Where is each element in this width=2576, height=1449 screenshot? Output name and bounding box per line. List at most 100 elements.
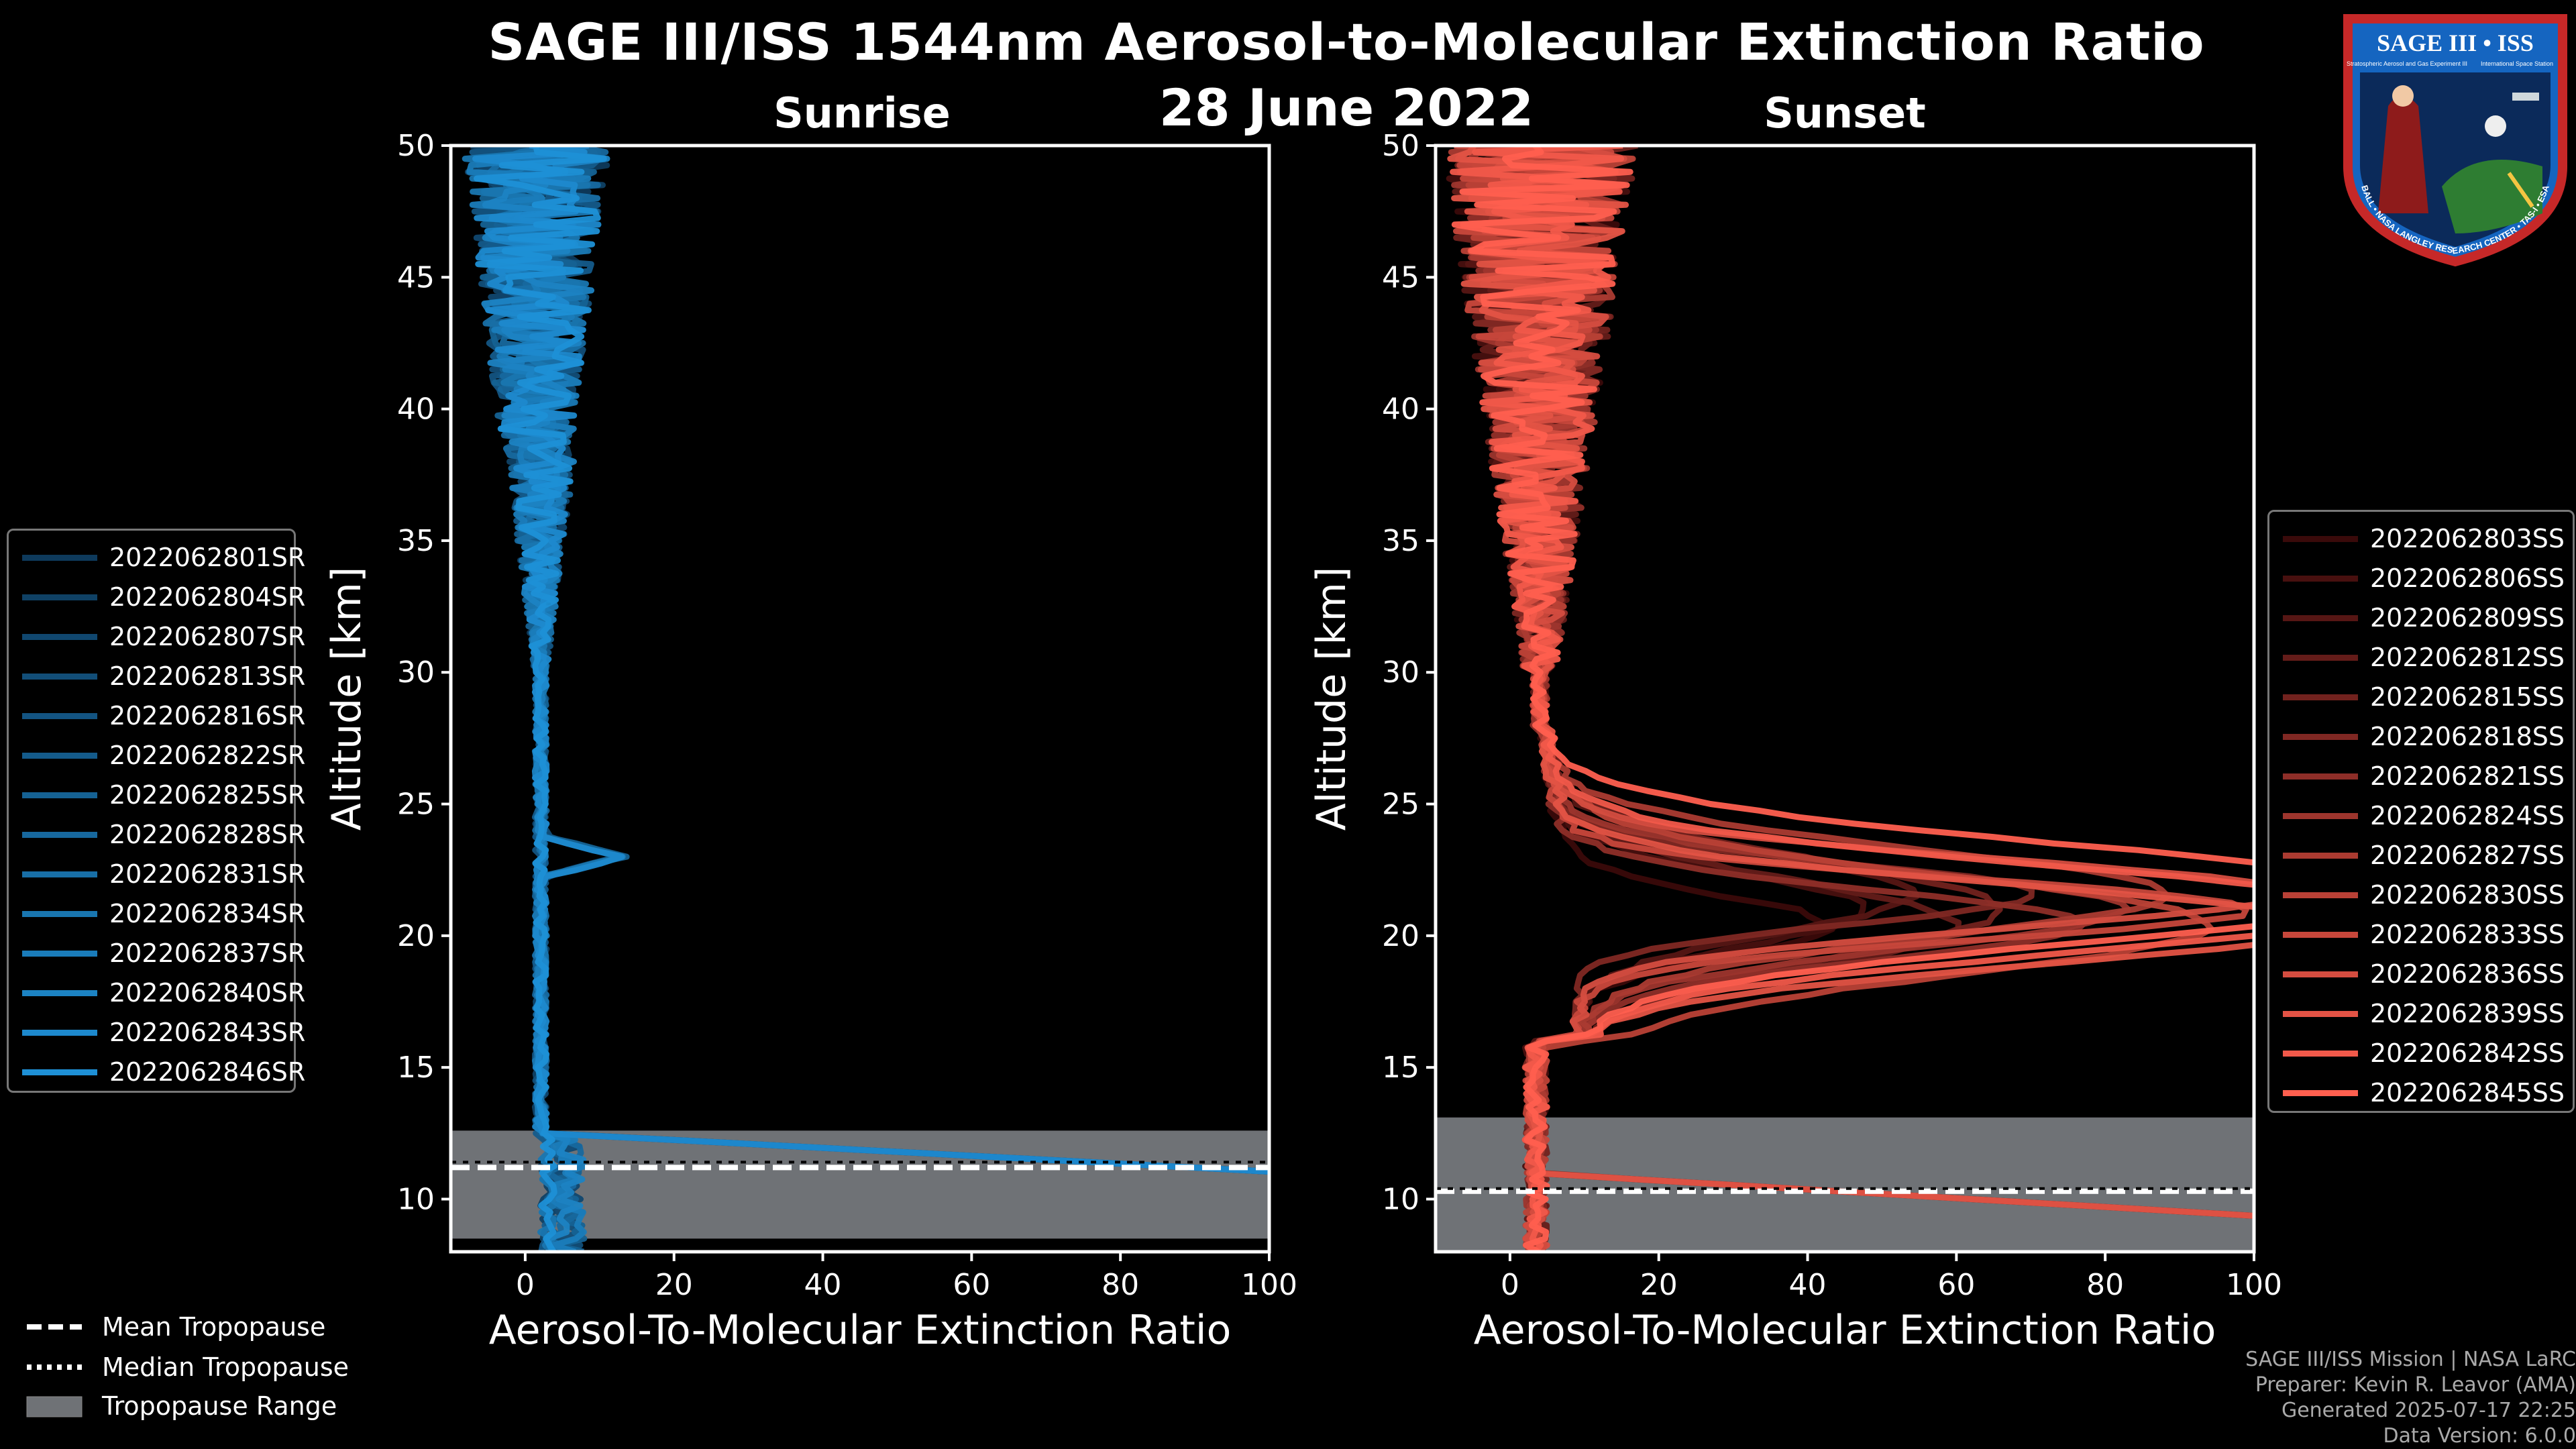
sunrise-series-2022062801SR [488, 146, 1269, 1175]
sunrise-series-2022062846SR [474, 146, 607, 1252]
sunset-legend-swatch [2283, 971, 2358, 977]
sunset-xtick-label: 60 [1937, 1268, 1975, 1302]
sunrise-legend-swatch [22, 753, 97, 759]
sunrise-legend-item: 2022062846SR [9, 1052, 305, 1091]
sunrise-ytick-label: 20 [397, 919, 435, 953]
sunset-legend-swatch [2283, 576, 2358, 582]
sunset-ytick-label: 45 [1382, 260, 1419, 294]
sunrise-legend-label: 2022062804SR [109, 582, 306, 612]
chart-title: SAGE III/ISS 1544nm Aerosol-to-Molecular… [488, 12, 2205, 72]
sunrise-legend-item: 2022062840SR [9, 973, 305, 1012]
sunrise-legend-label: 2022062837SR [109, 938, 306, 968]
sunset-legend-item: 2022062812SS [2269, 637, 2573, 677]
sunrise-ytick-label: 50 [397, 129, 435, 163]
sunrise-ytick-label: 35 [397, 524, 435, 558]
sunrise-xtick-label: 0 [516, 1268, 535, 1302]
sunset-xtick-label: 80 [2086, 1268, 2124, 1302]
sunset-legend-item: 2022062839SS [2269, 994, 2573, 1033]
sunrise-legend-swatch [22, 1030, 97, 1036]
sunset-legend-label: 2022062812SS [2370, 643, 2565, 672]
sunset-axes-frame [1434, 144, 2256, 1254]
median-tropopause-legend-item: Median Tropopause [24, 1348, 400, 1389]
sunrise-ylabel: Altitude [km] [323, 567, 370, 831]
logo-earth [2442, 160, 2542, 233]
sunset-xtick-label: 40 [1789, 1268, 1827, 1302]
sunrise-legend-item: 2022062831SR [9, 854, 305, 894]
sunset-legend-label: 2022062824SS [2370, 801, 2565, 830]
sunrise-plot: 0 20 40 60 80 100 10 15 20 25 30 35 40 45 50 Aerosol-To… [323, 129, 1297, 1354]
logo-beam [2507, 172, 2534, 208]
sunset-legend-label: 2022062833SS [2370, 920, 2565, 949]
sunset-ytick-label: 40 [1382, 392, 1419, 427]
sunrise-series-2022062831SR [482, 146, 1269, 1175]
sunrise-ytick-label: 15 [397, 1051, 435, 1085]
sunset-xtick-label: 100 [2226, 1268, 2282, 1302]
sunrise-xtick-label: 100 [1241, 1268, 1297, 1302]
sunrise-legend-swatch [22, 911, 97, 917]
sunrise-legend-label: 2022062828SR [109, 820, 306, 849]
logo-moon [2485, 115, 2506, 137]
sunset-legend-swatch [2283, 694, 2358, 700]
sunrise-ytick-label: 10 [397, 1182, 435, 1216]
sunset-ytick-label: 25 [1382, 788, 1419, 822]
sunrise-ytick-label: 45 [397, 260, 435, 294]
sunrise-xtick-label: 60 [953, 1268, 990, 1302]
sunset-legend-label: 2022062803SS [2370, 524, 2565, 553]
sunset-legend-item: 2022062842SS [2269, 1033, 2573, 1073]
credits-preparer: Preparer: Kevin R. Leavor (AMA) [2255, 1373, 2576, 1397]
logo-figure [2378, 96, 2428, 213]
sunset-legend-label: 2022062818SS [2370, 722, 2565, 751]
sunrise-legend-swatch [22, 792, 97, 798]
logo-figure-head [2392, 85, 2414, 107]
sunrise-legend: 2022062801SR 2022062804SR 2022062807SR 2022… [7, 529, 305, 1093]
sunset-legend-swatch [2283, 655, 2358, 661]
sunrise-ytick-label: 30 [397, 655, 435, 690]
sunrise-legend-item: 2022062837SR [9, 933, 305, 973]
sunset-legend-label: 2022062827SS [2370, 841, 2565, 870]
sunrise-legend-item: 2022062801SR [9, 537, 305, 577]
sunset-legend-swatch [2283, 1011, 2358, 1017]
sunrise-legend-label: 2022062834SR [109, 899, 306, 928]
sage-iii-iss-logo: SAGE III • ISS Stratospheric Aerosol and… [2343, 14, 2567, 267]
sunset-legend-swatch [2283, 773, 2358, 780]
sunset-legend-label: 2022062821SS [2370, 761, 2565, 791]
sunset-legend-label: 2022062842SS [2370, 1038, 2565, 1068]
sunrise-legend-swatch [22, 990, 97, 996]
sunrise-legend-item: 2022062834SR [9, 894, 305, 933]
tropopause-range-swatch [26, 1396, 83, 1417]
sunset-xtick-label: 0 [1501, 1268, 1519, 1302]
sunrise-ytick-label: 40 [397, 392, 435, 427]
sunset-ylabel: Altitude [km] [1308, 567, 1355, 831]
sunset-legend-item: 2022062806SS [2269, 558, 2573, 598]
sunset-legend: 2022062803SS 2022062806SS 2022062809SS 2022… [2267, 510, 2575, 1113]
sunset-xlabel: Aerosol-To-Molecular Extinction Ratio [1474, 1307, 2216, 1354]
sunrise-legend-swatch [22, 594, 97, 600]
sunset-legend-item: 2022062821SS [2269, 756, 2573, 796]
sunset-ytick-label: 20 [1382, 919, 1419, 953]
sunrise-legend-item: 2022062807SR [9, 616, 305, 656]
sunset-legend-label: 2022062830SS [2370, 880, 2565, 910]
sunrise-xtick-label: 20 [655, 1268, 693, 1302]
sunrise-legend-swatch [22, 713, 97, 719]
logo-right-small: International Space Station [2481, 60, 2553, 67]
sunset-legend-item: 2022062830SS [2269, 875, 2573, 914]
sunset-legend-label: 2022062815SS [2370, 682, 2565, 712]
sunset-ytick-label: 30 [1382, 655, 1419, 690]
sunrise-legend-item: 2022062816SR [9, 696, 305, 735]
sunrise-legend-label: 2022062801SR [109, 543, 306, 572]
logo-left-small: Stratospheric Aerosol and Gas Experiment… [2347, 60, 2467, 67]
sunset-legend-item: 2022062803SS [2269, 519, 2573, 558]
credits: SAGE III/ISS Mission | NASA LaRC Prepare… [2245, 1347, 2576, 1449]
credits-mission: SAGE III/ISS Mission | NASA LaRC [2245, 1348, 2576, 1371]
sunrise-series-group [462, 146, 1269, 1252]
sunset-legend-swatch [2283, 853, 2358, 859]
sunset-tropopause-range [1436, 1117, 2254, 1252]
sunset-legend-swatch [2283, 615, 2358, 621]
sunset-legend-label: 2022062836SS [2370, 959, 2565, 989]
sunset-series-2022062836SS [1468, 146, 2254, 1252]
sunrise-legend-label: 2022062843SR [109, 1018, 306, 1047]
median-tropopause-label: Median Tropopause [102, 1352, 349, 1382]
sunrise-xlabel: Aerosol-To-Molecular Extinction Ratio [489, 1307, 1232, 1354]
sunset-legend-item: 2022062824SS [2269, 796, 2573, 835]
